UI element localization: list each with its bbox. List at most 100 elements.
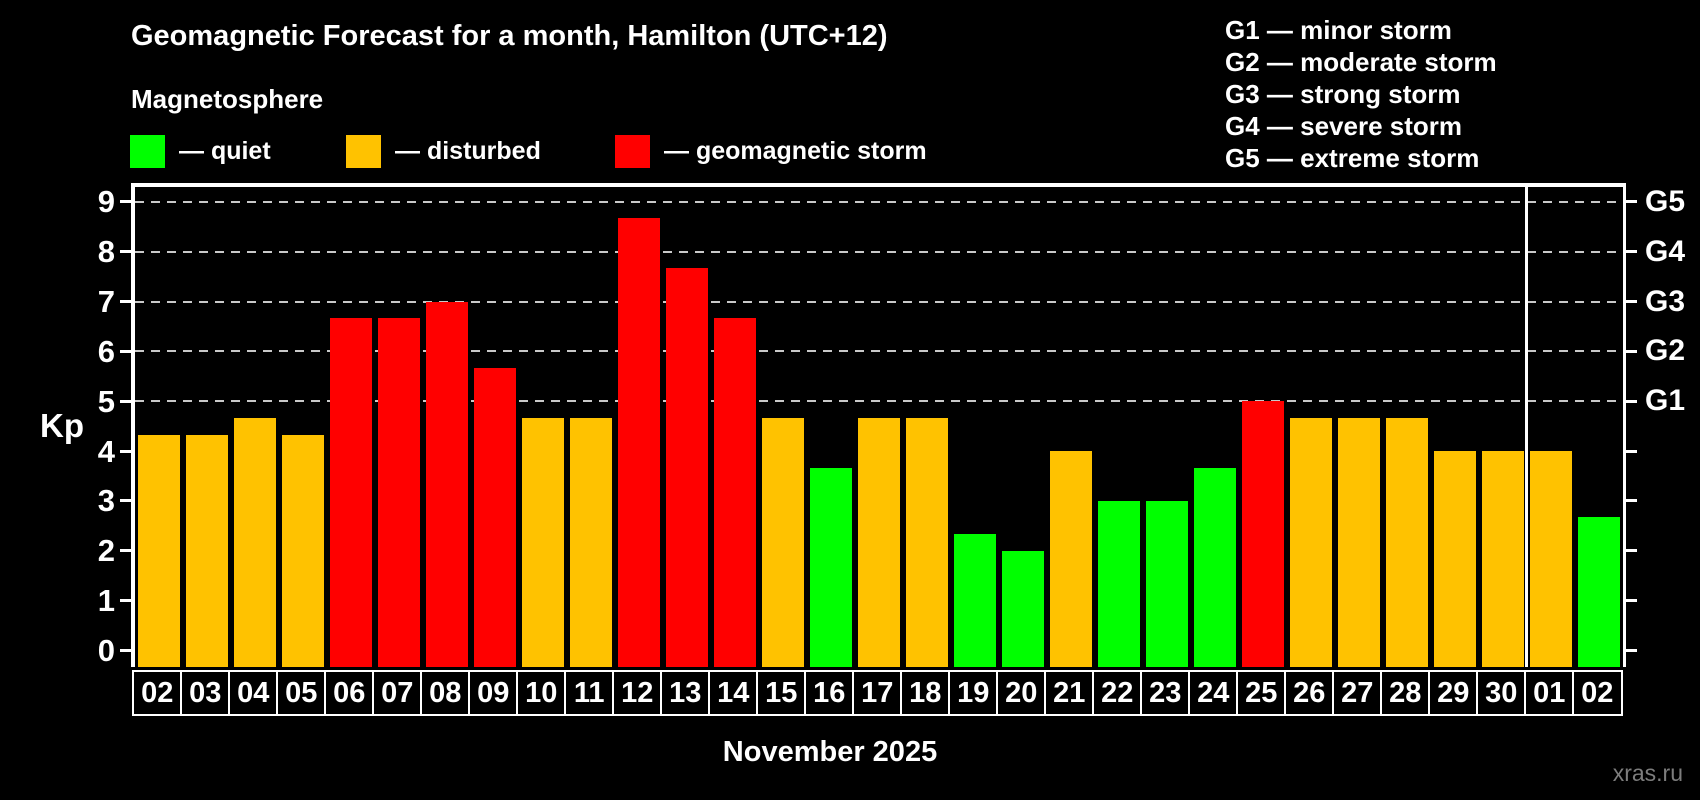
kp-tick-label: 9 (97, 184, 115, 220)
bar-day-09 (473, 367, 516, 667)
legend-label-disturbed: — disturbed (395, 137, 541, 165)
right-tick-kp8 (1626, 250, 1637, 254)
left-tick-kp8 (120, 250, 131, 254)
storm-color-swatch (615, 135, 650, 168)
kp-tick-label: 3 (97, 483, 115, 519)
day-label-09: 09 (468, 670, 519, 716)
bar-day-06 (329, 318, 372, 667)
disturbed-color-swatch (346, 135, 381, 168)
g-scale-label: G4 (1645, 234, 1686, 268)
month-separator (1525, 183, 1528, 667)
bar-day-14 (713, 318, 756, 667)
bar-day-21 (1049, 451, 1092, 667)
g-legend-line: G5 — extreme storm (1225, 143, 1480, 173)
bar-day-02 (137, 434, 180, 667)
legend-item-storm: — geomagnetic storm (615, 135, 927, 168)
day-label-15: 15 (756, 670, 807, 716)
bar-day-27 (1337, 417, 1380, 667)
legend-label-storm: — geomagnetic storm (664, 137, 927, 165)
g-legend-line: G2 — moderate storm (1225, 47, 1497, 77)
y-axis-title: Kp (40, 407, 84, 444)
day-label-04: 04 (228, 670, 279, 716)
bar-day-29 (1433, 451, 1476, 667)
right-tick-kp9 (1626, 200, 1637, 204)
bar-day-22 (1097, 500, 1140, 667)
g-legend-line: G1 — minor storm (1225, 15, 1452, 45)
right-axis (1622, 183, 1626, 667)
bar-day-30 (1481, 451, 1524, 667)
bar-day-25 (1241, 401, 1284, 667)
day-label-17: 17 (852, 670, 903, 716)
day-label-14: 14 (708, 670, 759, 716)
day-label-01: 01 (1524, 670, 1575, 716)
kp-tick-label: 2 (97, 533, 115, 569)
day-label-20: 20 (996, 670, 1047, 716)
day-label-16: 16 (804, 670, 855, 716)
kp-tick-label: 8 (97, 234, 115, 270)
right-tick-kp7 (1626, 300, 1637, 304)
day-label-27: 27 (1332, 670, 1383, 716)
kp-tick-label: 1 (97, 583, 115, 619)
bar-day-18 (905, 417, 948, 667)
day-label-28: 28 (1380, 670, 1431, 716)
day-label-19: 19 (948, 670, 999, 716)
right-tick-kp1 (1626, 599, 1637, 603)
left-tick-kp9 (120, 200, 131, 204)
watermark: xras.ru (1612, 760, 1683, 786)
left-tick-kp1 (120, 599, 131, 603)
day-label-21: 21 (1044, 670, 1095, 716)
bar-day-10 (521, 417, 564, 667)
day-label-08: 08 (420, 670, 471, 716)
bar-day-11 (569, 417, 612, 667)
day-label-26: 26 (1284, 670, 1335, 716)
day-label-07: 07 (372, 670, 423, 716)
day-label-25: 25 (1236, 670, 1287, 716)
legend-item-disturbed: — disturbed (346, 135, 541, 168)
g-legend-line: G3 — strong storm (1225, 79, 1461, 109)
day-label-24: 24 (1188, 670, 1239, 716)
bar-day-20 (1001, 550, 1044, 667)
right-tick-kp2 (1626, 549, 1637, 553)
legend-item-quiet: — quiet (130, 135, 271, 168)
day-label-18: 18 (900, 670, 951, 716)
g-scale-label: G3 (1645, 284, 1686, 318)
day-label-12: 12 (612, 670, 663, 716)
day-label-06: 06 (324, 670, 375, 716)
left-tick-kp6 (120, 349, 131, 353)
g-legend-line: G4 — severe storm (1225, 111, 1463, 141)
chart-title: Geomagnetic Forecast for a month, Hamilt… (131, 20, 888, 52)
chart-subtitle: Magnetosphere (131, 84, 324, 114)
bar-day-08 (425, 301, 468, 667)
bar-day-24 (1193, 467, 1236, 667)
bar-day-12 (617, 218, 660, 667)
legend-label-quiet: — quiet (179, 137, 271, 165)
day-label-05: 05 (276, 670, 327, 716)
gridline-kp9 (134, 200, 1623, 203)
day-label-02: 02 (1572, 670, 1623, 716)
day-label-23: 23 (1140, 670, 1191, 716)
right-tick-kp3 (1626, 499, 1637, 503)
gridline-kp5 (134, 400, 1623, 403)
bar-day-07 (377, 318, 420, 667)
bar-day-17 (857, 417, 900, 667)
bar-day-03 (185, 434, 228, 667)
day-label-row: 02 03 04 05 06 07 08 09 10 11 12 13 14 15 16 17 18 19 20 21… (132, 670, 1623, 716)
gridline-kp7 (134, 300, 1623, 303)
day-label-22: 22 (1092, 670, 1143, 716)
g-scale-label: G1 (1645, 384, 1686, 418)
kp-tick-label: 4 (97, 433, 115, 469)
kp-tick-label: 5 (97, 383, 115, 419)
day-label-29: 29 (1428, 670, 1479, 716)
left-tick-kp3 (120, 499, 131, 503)
left-axis (131, 183, 135, 667)
left-tick-kp2 (120, 549, 131, 553)
kp-tick-label: 7 (97, 284, 115, 320)
bar-day-04 (233, 417, 276, 667)
left-tick-kp7 (120, 300, 131, 304)
right-tick-kp6 (1626, 349, 1637, 353)
right-tick-kp0 (1626, 649, 1637, 652)
bar-day-01 (1529, 451, 1572, 667)
day-label-03: 03 (180, 670, 231, 716)
bar-day-02 (1577, 517, 1620, 667)
